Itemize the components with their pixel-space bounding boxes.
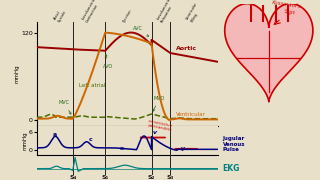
Text: y: y (180, 146, 185, 151)
Text: MVC: MVC (59, 100, 71, 114)
Text: S₄: S₄ (69, 175, 76, 180)
Text: Jugular
Venous
Pulse: Jugular Venous Pulse (223, 136, 245, 152)
Text: S₁: S₁ (101, 175, 109, 180)
Text: S₃: S₃ (166, 175, 174, 180)
Text: constrictive
pericarditis: constrictive pericarditis (147, 119, 173, 132)
Text: AVO: AVO (103, 54, 113, 69)
Text: Left atrial: Left atrial (78, 83, 105, 88)
Text: Isovolumetric
Contraction: Isovolumetric Contraction (82, 0, 101, 23)
Text: Ventricular
Filling: Ventricular Filling (186, 2, 203, 23)
Text: v: v (153, 130, 157, 136)
Y-axis label: mmHg: mmHg (22, 131, 28, 150)
Polygon shape (225, 4, 313, 102)
Text: Isovolumetric
Relaxation: Isovolumetric Relaxation (156, 0, 175, 23)
Text: x: x (120, 146, 124, 151)
Y-axis label: mmHg: mmHg (14, 64, 20, 83)
Text: Aortic: Aortic (176, 46, 197, 51)
Text: Ejection: Ejection (123, 8, 133, 23)
Text: Atrial
Systole: Atrial Systole (54, 7, 68, 23)
Text: EKG: EKG (223, 164, 240, 173)
Text: Kussmaul's: Kussmaul's (271, 0, 301, 10)
Text: MVO: MVO (153, 96, 165, 111)
Text: a: a (53, 132, 57, 137)
Text: AVC: AVC (133, 26, 148, 36)
Text: c: c (89, 137, 93, 141)
Text: S₂: S₂ (148, 175, 155, 180)
Text: Ventricular: Ventricular (176, 112, 206, 117)
Text: Sign: Sign (284, 9, 296, 15)
